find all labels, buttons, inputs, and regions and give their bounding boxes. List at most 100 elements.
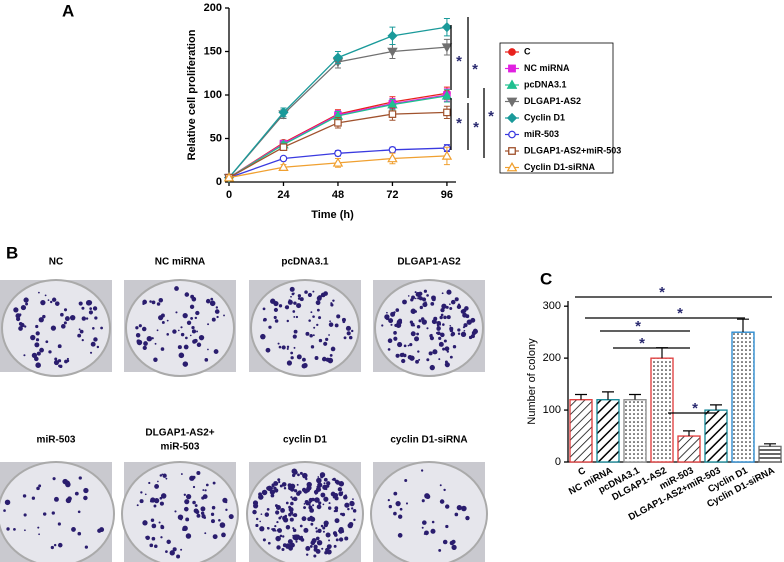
colony: [180, 548, 183, 551]
panel-label: C: [540, 269, 552, 288]
colony: [299, 524, 303, 528]
colony: [420, 469, 424, 472]
colony: [410, 322, 415, 327]
colony: [317, 295, 322, 299]
colony: [296, 354, 302, 360]
error-bar: [764, 443, 776, 447]
colony: [295, 315, 299, 319]
colony: [180, 326, 183, 329]
colony: [290, 501, 294, 506]
legend-label: Cyclin D1-siRNA: [524, 162, 596, 172]
significance-mark: *: [659, 284, 665, 301]
y-tick-label: 100: [543, 404, 561, 416]
colony: [353, 518, 356, 522]
colony: [185, 336, 188, 340]
colony: [48, 350, 52, 354]
colony: [69, 314, 76, 321]
photo-caption: NC: [49, 257, 63, 268]
y-axis-label: Relative cell proliferation: [186, 29, 198, 160]
colony: [195, 510, 200, 515]
colony: [39, 347, 44, 353]
significance-mark: *: [677, 305, 683, 322]
colony: [154, 498, 160, 504]
colony: [317, 476, 320, 478]
colony: [330, 346, 336, 352]
colony: [169, 550, 175, 556]
colony: [410, 331, 416, 337]
colony: [314, 497, 320, 503]
colony: [47, 299, 50, 302]
colony: [323, 482, 326, 485]
colony: [149, 543, 154, 548]
colony: [443, 488, 446, 492]
colony: [451, 544, 457, 551]
colony: [258, 492, 263, 497]
colony: [144, 493, 147, 496]
colony: [435, 331, 439, 335]
x-tick-label: 24: [277, 189, 290, 201]
colony: [299, 535, 304, 540]
colony: [293, 489, 298, 493]
colony: [321, 356, 327, 362]
colony: [322, 503, 325, 506]
colony: [323, 477, 328, 482]
colony: [38, 317, 44, 323]
colony: [449, 328, 454, 333]
colony: [261, 489, 268, 496]
colony: [270, 298, 276, 304]
colony: [186, 494, 192, 500]
legend-label: NC miRNA: [524, 63, 570, 73]
colony: [313, 544, 318, 549]
colony: [292, 513, 295, 517]
colony: [284, 305, 290, 310]
colony: [318, 316, 322, 320]
colony: [281, 547, 285, 552]
colony: [430, 528, 436, 534]
colony: [255, 523, 259, 528]
colony: [276, 520, 279, 524]
y-tick-label: 50: [210, 132, 222, 144]
marker: [508, 147, 516, 155]
colony: [253, 503, 259, 509]
colony: [282, 535, 285, 538]
x-tick-label: 0: [226, 189, 232, 201]
colony: [278, 480, 281, 484]
colony: [421, 297, 427, 302]
colony: [312, 504, 315, 507]
colony: [57, 522, 61, 526]
colony: [301, 363, 307, 369]
colony: [159, 474, 163, 477]
colony: [315, 549, 321, 554]
colony: [165, 477, 168, 480]
colony: [446, 289, 452, 295]
colony: [316, 477, 322, 484]
colony: [438, 336, 442, 341]
colony: [293, 513, 298, 518]
colony: [347, 522, 353, 529]
colony: [313, 554, 317, 558]
legend-label: pcDNA3.1: [524, 79, 567, 89]
colony: [309, 333, 313, 338]
colony: [297, 473, 300, 477]
colony: [18, 326, 23, 331]
colony: [31, 352, 38, 359]
colony: [290, 496, 293, 499]
x-axis-label: Time (h): [311, 209, 354, 221]
colony: [387, 338, 393, 344]
colony: [36, 351, 41, 356]
colony: [395, 353, 400, 358]
colony: [342, 320, 346, 324]
colony: [343, 336, 347, 340]
colony: [6, 527, 10, 531]
colony: [312, 334, 315, 337]
colony: [192, 500, 196, 505]
colony: [180, 332, 185, 337]
colony: [399, 352, 404, 358]
colony: [216, 315, 219, 319]
colony: [198, 334, 205, 341]
colony: [407, 344, 410, 347]
error-bar: [602, 391, 614, 400]
error-bar: [629, 393, 641, 400]
colony: [42, 512, 47, 516]
colony: [328, 334, 330, 336]
